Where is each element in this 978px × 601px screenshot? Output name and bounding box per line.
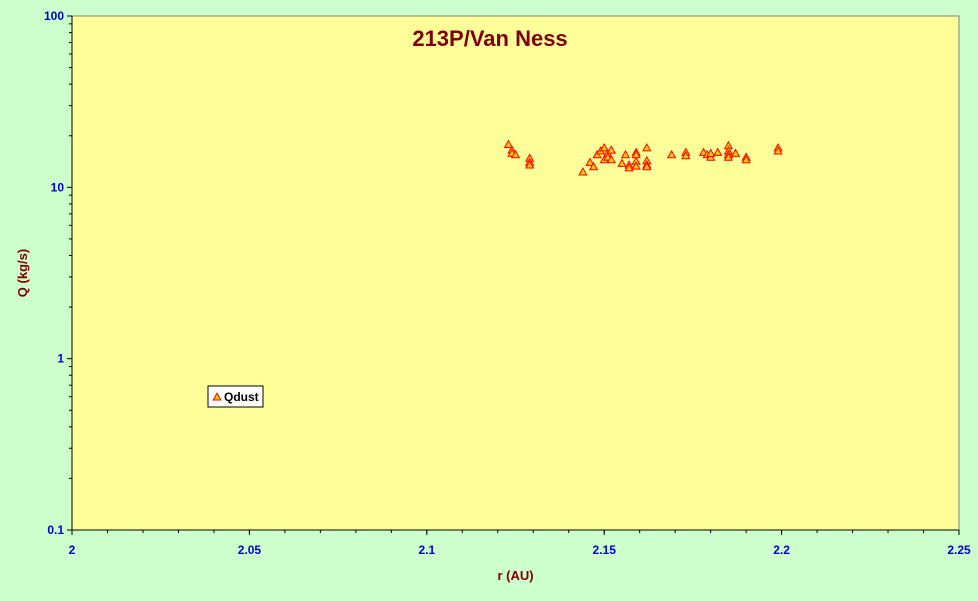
y-axis: 0.1 1 10 100 (44, 9, 73, 537)
data-point (503, 139, 514, 148)
data-point (730, 148, 741, 157)
data-point (642, 161, 652, 171)
data-point (741, 154, 751, 164)
x-axis-title: r (AU) (497, 568, 533, 583)
legend-marker-triangle (212, 392, 222, 401)
data-point (723, 152, 734, 161)
data-point (631, 161, 641, 170)
data-point (606, 154, 616, 164)
x-tick-label: 2 (69, 543, 76, 557)
data-point (624, 162, 634, 172)
y-tick-label: 100 (44, 9, 64, 23)
data-point (713, 147, 723, 156)
legend: Qdust (207, 385, 264, 408)
y-tick-label: 1 (57, 352, 64, 366)
data-point (681, 150, 691, 160)
x-tick-label: 2.15 (593, 543, 617, 557)
x-tick-label: 2.25 (947, 543, 971, 557)
x-tick-label: 2.2 (773, 543, 790, 557)
data-point (525, 160, 535, 169)
y-tick-label: 0.1 (47, 523, 64, 537)
legend-box (207, 385, 264, 408)
data-point (510, 149, 521, 159)
chart-title: 213P/Van Ness (412, 26, 567, 51)
x-tick-label: 2.05 (238, 543, 262, 557)
data-point (705, 148, 716, 157)
data-point (773, 146, 783, 155)
data-point (585, 157, 595, 166)
data-point (617, 158, 627, 167)
data-point (599, 143, 609, 152)
legend-entry-qdust: Qdust (224, 390, 259, 404)
y-axis-title: Q (kg/s) (15, 249, 30, 297)
x-tick-label: 2.1 (418, 543, 435, 557)
data-point (620, 149, 631, 159)
plot-area (71, 15, 960, 531)
y-tick-label: 10 (51, 180, 65, 194)
x-axis: 2 2.05 2.1 2.15 2.2 2.25 (69, 529, 971, 557)
data-point (606, 145, 616, 154)
data-point (588, 161, 599, 171)
data-points (503, 139, 783, 176)
data-point (578, 167, 588, 176)
data-point (642, 143, 652, 152)
data-point (666, 149, 677, 159)
